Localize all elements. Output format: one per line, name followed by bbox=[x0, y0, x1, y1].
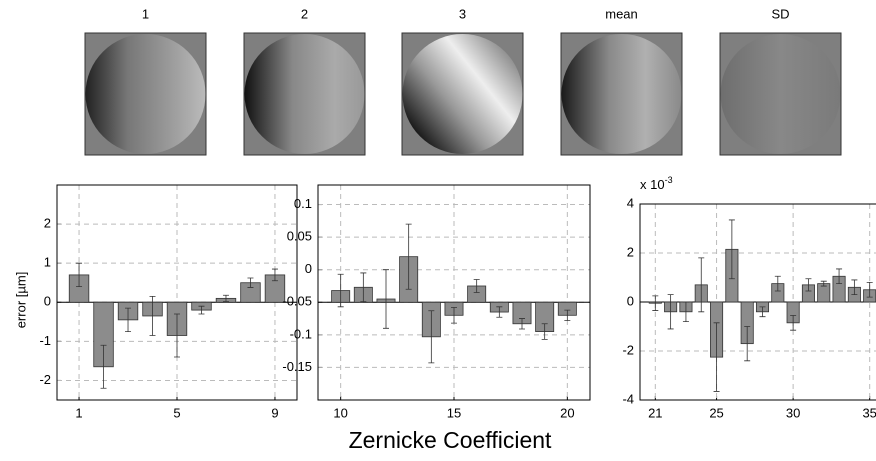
error-bar bbox=[496, 306, 503, 318]
error-bar bbox=[866, 282, 873, 298]
error-bar bbox=[473, 279, 480, 293]
error-bar bbox=[125, 307, 132, 332]
y-tick-label: 2 bbox=[627, 244, 634, 259]
images: 1 2 3 mean SD bbox=[84, 6, 842, 156]
panel: -4 -2 0 2 4 21 25 30 35 bbox=[622, 195, 876, 420]
panel: -0.15 -0.1 -0.05 0 0.05 0.1 10 15 20 bbox=[282, 184, 591, 420]
error-bar bbox=[774, 275, 781, 292]
image-map bbox=[244, 34, 365, 154]
error-bar bbox=[820, 280, 827, 287]
x-tick-label: 30 bbox=[786, 405, 800, 420]
error-bar bbox=[222, 294, 229, 302]
error-bar bbox=[564, 309, 571, 321]
error-bar bbox=[451, 307, 457, 324]
error-bar bbox=[405, 223, 412, 290]
y-scale-label: x 10-3 bbox=[640, 175, 673, 192]
x-tick-label: 1 bbox=[75, 405, 82, 420]
axes-frame bbox=[56, 184, 298, 401]
y-tick-label: 4 bbox=[627, 195, 634, 210]
error-bar bbox=[698, 257, 705, 313]
image-label: 1 bbox=[142, 6, 149, 21]
image-map bbox=[402, 34, 523, 154]
x-tick-label: 21 bbox=[648, 405, 662, 420]
y-tick-label: 0 bbox=[44, 294, 51, 309]
y-tick-label: 0 bbox=[305, 261, 312, 276]
error-bar bbox=[713, 322, 720, 392]
error-bar bbox=[149, 296, 156, 336]
x-tick-label: 5 bbox=[173, 405, 180, 420]
y-scale-base: x 10 bbox=[640, 177, 665, 192]
error-bar bbox=[383, 269, 389, 329]
panel: -2 -1 0 1 2 1 5 9 bbox=[39, 184, 298, 420]
y-tick-label: -2 bbox=[39, 372, 51, 387]
y-axis-label: error [µm] bbox=[13, 272, 28, 329]
error-bar bbox=[652, 295, 659, 311]
image-label: mean bbox=[605, 6, 638, 21]
error-bar bbox=[667, 294, 674, 330]
y-tick-label: 0.1 bbox=[294, 196, 312, 211]
x-tick-label: 20 bbox=[560, 405, 574, 420]
error-bar bbox=[247, 277, 254, 288]
image-label: SD bbox=[771, 6, 789, 21]
error-bar bbox=[271, 268, 278, 282]
error-bar bbox=[360, 272, 367, 303]
x-tick-label: 9 bbox=[271, 405, 278, 420]
error-bar bbox=[728, 219, 735, 280]
y-tick-label: -4 bbox=[622, 391, 634, 406]
y-tick-label: -2 bbox=[622, 342, 634, 357]
error-bar bbox=[851, 279, 858, 296]
error-bar bbox=[744, 326, 751, 362]
image-label: 3 bbox=[459, 6, 466, 21]
x-tick-label: 25 bbox=[709, 405, 723, 420]
image-map bbox=[85, 34, 206, 154]
y-tick-label: 0.05 bbox=[287, 229, 312, 244]
error-bar bbox=[759, 306, 766, 318]
x-axis-label: Zernicke Coefficient bbox=[349, 427, 552, 453]
y-tick-label: 1 bbox=[44, 255, 51, 270]
y-tick-label: -0.05 bbox=[282, 294, 312, 309]
axes-frame bbox=[317, 184, 591, 401]
y-tick-label: -0.15 bbox=[282, 359, 312, 374]
y-tick-label: 2 bbox=[44, 216, 51, 231]
x-tick-label: 10 bbox=[333, 405, 347, 420]
error-bar bbox=[790, 315, 797, 331]
error-bar bbox=[198, 305, 205, 315]
y-tick-label: -1 bbox=[39, 333, 51, 348]
axes-frame bbox=[639, 203, 876, 401]
x-tick-label: 15 bbox=[447, 405, 461, 420]
error-bar bbox=[174, 313, 180, 358]
x-tick-label: 35 bbox=[862, 405, 876, 420]
image-label: 2 bbox=[301, 6, 308, 21]
error-bar bbox=[76, 262, 83, 288]
error-bar bbox=[428, 310, 435, 364]
y-scale-exponent: -3 bbox=[665, 175, 673, 185]
error-bar bbox=[836, 268, 843, 285]
y-tick-label: -0.1 bbox=[290, 326, 312, 341]
error-bar bbox=[100, 344, 107, 389]
image-map bbox=[720, 34, 841, 154]
error-bar bbox=[541, 323, 548, 340]
error-bar bbox=[519, 318, 525, 330]
y-tick-label: 0 bbox=[627, 293, 634, 308]
image-map bbox=[561, 34, 682, 154]
error-bar bbox=[682, 301, 689, 322]
error-bar bbox=[337, 273, 344, 308]
error-bar bbox=[805, 278, 812, 292]
